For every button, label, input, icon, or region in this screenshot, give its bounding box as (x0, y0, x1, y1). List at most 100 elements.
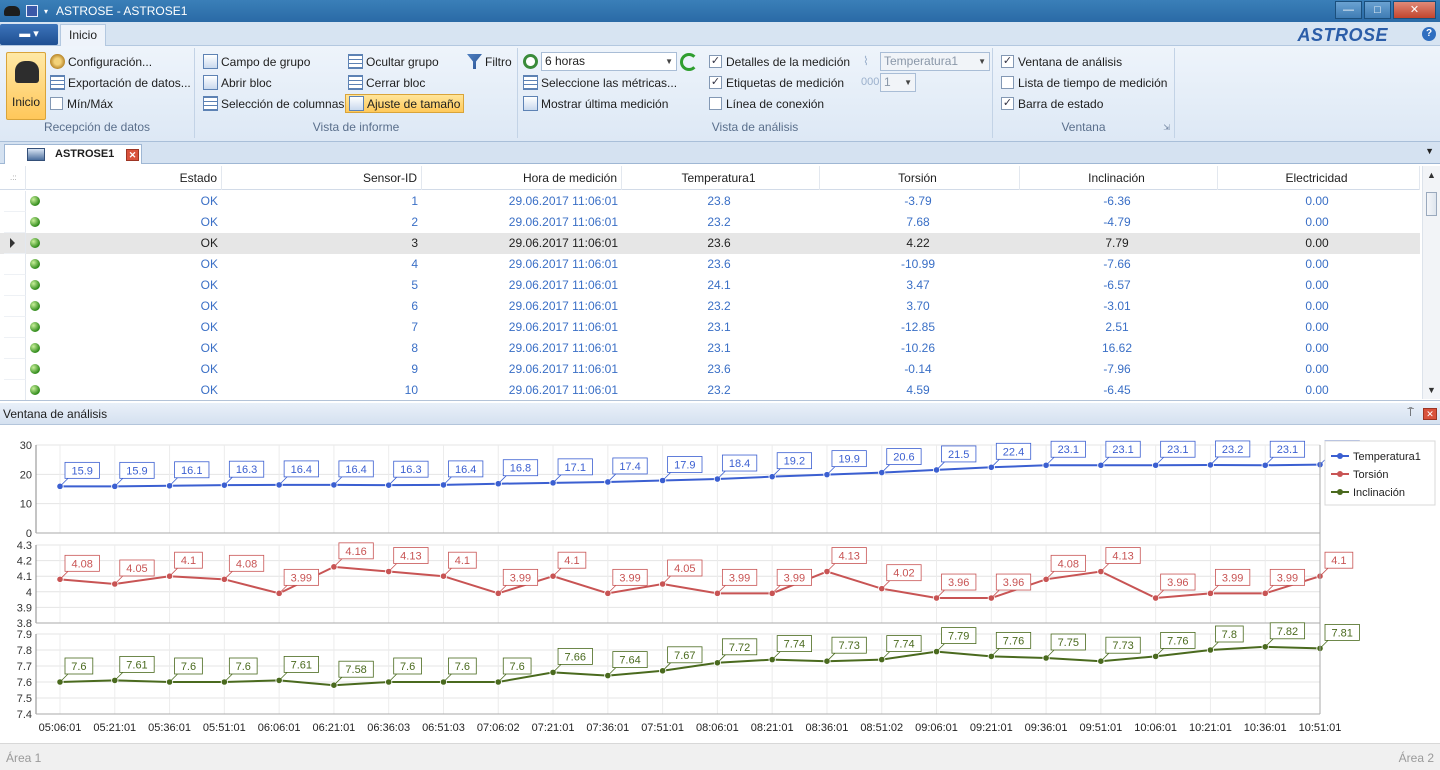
column-header-temperatura1[interactable]: Temperatura1 (622, 166, 820, 190)
help-icon[interactable]: ? (1422, 27, 1436, 41)
row-indicator[interactable] (4, 275, 26, 296)
minmax-checkbox[interactable]: Mín/Máx (50, 94, 113, 113)
pin-icon[interactable]: ⍑ (1407, 407, 1414, 419)
cell-estado[interactable]: OK (200, 320, 218, 334)
tab-inicio[interactable]: Inicio (60, 24, 106, 46)
detalles-checkbox[interactable]: ✓ Detalles de la medición (709, 52, 850, 71)
cell-estado[interactable]: OK (200, 236, 218, 250)
detalles-check-box[interactable]: ✓ (709, 55, 722, 68)
filtro-button[interactable]: Filtro (467, 52, 512, 71)
cell-inclinacion[interactable]: -6.57 (1103, 278, 1131, 292)
ventana-analisis-checkbox[interactable]: ✓ Ventana de análisis (1001, 52, 1122, 71)
campo-grupo-button[interactable]: Campo de grupo (203, 52, 310, 71)
cell-sensor-id[interactable]: 4 (411, 257, 418, 271)
table-row[interactable]: OK 9 29.06.2017 11:06:01 23.6 -0.14 -7.96 0.00 (0, 359, 1420, 380)
ventana-analisis-check-box[interactable]: ✓ (1001, 55, 1014, 68)
cell-sensor-id[interactable]: 6 (411, 299, 418, 313)
table-row[interactable]: OK 2 29.06.2017 11:06:01 23.2 7.68 -4.79 0.00 (0, 212, 1420, 233)
scroll-up-icon[interactable]: ▲ (1427, 170, 1436, 180)
table-row[interactable]: OK 8 29.06.2017 11:06:01 23.1 -10.26 16.62 0.0… (0, 338, 1420, 359)
cell-estado[interactable]: OK (200, 341, 218, 355)
etiquetas-checkbox[interactable]: ✓ Etiquetas de medición (709, 73, 844, 92)
cell-electricidad[interactable]: 0.00 (1305, 236, 1329, 250)
refresh-icon[interactable] (680, 53, 698, 71)
cell-temperatura1[interactable]: 23.2 (707, 383, 731, 397)
cell-torsion[interactable]: -10.26 (900, 341, 936, 355)
cell-inclinacion[interactable]: 7.79 (1105, 236, 1129, 250)
legend-label[interactable]: Inclinación (1353, 487, 1405, 499)
scroll-thumb[interactable] (1426, 192, 1437, 216)
cell-hora[interactable]: 29.06.2017 11:06:01 (508, 320, 618, 334)
minmax-check-box[interactable] (50, 97, 63, 110)
row-indicator[interactable] (4, 359, 26, 380)
row-indicator[interactable] (4, 380, 26, 400)
count-select[interactable]: 1 ▼ (880, 73, 916, 92)
cell-inclinacion[interactable]: -4.79 (1103, 215, 1131, 229)
cell-temperatura1[interactable]: 23.1 (707, 320, 731, 334)
maximize-button[interactable]: □ (1364, 1, 1391, 19)
cell-hora[interactable]: 29.06.2017 11:06:01 (508, 257, 618, 271)
column-header-inclinacion[interactable]: Inclinación (1020, 166, 1218, 190)
cell-hora[interactable]: 29.06.2017 11:06:01 (508, 278, 618, 292)
lista-tiempo-checkbox[interactable]: Lista de tiempo de medición (1001, 73, 1167, 92)
cell-temperatura1[interactable]: 23.1 (707, 341, 731, 355)
linea-checkbox[interactable]: Línea de conexión (709, 94, 824, 113)
cell-inclinacion[interactable]: -6.36 (1103, 194, 1131, 208)
cell-temperatura1[interactable]: 23.6 (707, 257, 731, 271)
cell-inclinacion[interactable]: -7.66 (1103, 257, 1131, 271)
cell-electricidad[interactable]: 0.00 (1305, 257, 1329, 271)
cell-sensor-id[interactable]: 9 (411, 362, 418, 376)
cell-torsion[interactable]: -3.79 (904, 194, 932, 208)
application-menu-button[interactable]: ▬ ▾ (0, 24, 58, 45)
cell-inclinacion[interactable]: 16.62 (1101, 341, 1133, 355)
cell-torsion[interactable]: -0.14 (904, 362, 932, 376)
cell-inclinacion[interactable]: -6.45 (1103, 383, 1131, 397)
table-row[interactable]: OK 1 29.06.2017 11:06:01 23.8 -3.79 -6.36 0.00 (0, 191, 1420, 212)
metric-select[interactable]: Temperatura1 ▼ (880, 52, 990, 71)
cell-inclinacion[interactable]: 2.51 (1105, 320, 1129, 334)
ajuste-tamano-button[interactable]: Ajuste de tamaño (345, 94, 465, 113)
cell-hora[interactable]: 29.06.2017 11:06:01 (508, 236, 618, 250)
row-indicator[interactable] (4, 296, 26, 317)
table-row[interactable]: OK 3 29.06.2017 11:06:01 23.6 4.22 7.79 0.00 (0, 233, 1420, 254)
cell-hora[interactable]: 29.06.2017 11:06:01 (508, 341, 618, 355)
abrir-bloc-button[interactable]: Abrir bloc (203, 73, 272, 92)
vertical-scrollbar[interactable]: ▲ ▼ (1422, 166, 1440, 399)
barra-estado-checkbox[interactable]: ✓ Barra de estado (1001, 94, 1103, 113)
app-icon[interactable] (4, 6, 20, 16)
cell-electricidad[interactable]: 0.00 (1305, 278, 1329, 292)
column-header-estado[interactable]: Estado (26, 166, 222, 190)
cell-hora[interactable]: 29.06.2017 11:06:01 (508, 194, 618, 208)
close-button[interactable]: ✕ (1393, 1, 1436, 19)
legend-label[interactable]: Torsión (1353, 469, 1388, 481)
cell-temperatura1[interactable]: 23.2 (707, 215, 731, 229)
close-tab-icon[interactable]: ✕ (126, 149, 139, 161)
column-header-sensor-id[interactable]: Sensor-ID (222, 166, 422, 190)
lista-tiempo-check-box[interactable] (1001, 76, 1014, 89)
linea-check-box[interactable] (709, 97, 722, 110)
close-panel-icon[interactable]: ✕ (1423, 408, 1437, 420)
cell-sensor-id[interactable]: 10 (404, 383, 418, 397)
qat-dropdown-icon[interactable]: ▾ (44, 6, 49, 16)
time-range-select[interactable]: 6 horas ▼ (541, 52, 677, 71)
row-indicator[interactable] (4, 338, 26, 359)
legend-label[interactable]: Temperatura1 (1353, 451, 1421, 463)
cell-inclinacion[interactable]: -3.01 (1103, 299, 1131, 313)
seleccione-metricas-button[interactable]: Seleccione las métricas... (523, 73, 677, 92)
cell-torsion[interactable]: 7.68 (906, 215, 930, 229)
row-indicator[interactable] (4, 254, 26, 275)
cerrar-bloc-button[interactable]: Cerrar bloc (348, 73, 425, 92)
tab-astrose1[interactable]: ASTROSE1 ✕ (4, 144, 142, 164)
save-icon[interactable] (26, 5, 38, 17)
cell-inclinacion[interactable]: -7.96 (1103, 362, 1131, 376)
cell-electricidad[interactable]: 0.00 (1305, 383, 1329, 397)
inicio-button[interactable]: Inicio (6, 52, 46, 120)
column-header-electricidad[interactable]: Electricidad (1218, 166, 1420, 190)
dialog-launcher-icon[interactable]: ⇲ (1163, 123, 1170, 132)
row-indicator[interactable] (4, 212, 26, 233)
cell-temperatura1[interactable]: 23.6 (707, 236, 731, 250)
cell-torsion[interactable]: 4.59 (906, 383, 930, 397)
cell-torsion[interactable]: 3.47 (906, 278, 930, 292)
cell-temperatura1[interactable]: 23.2 (707, 299, 731, 313)
cell-estado[interactable]: OK (200, 362, 218, 376)
